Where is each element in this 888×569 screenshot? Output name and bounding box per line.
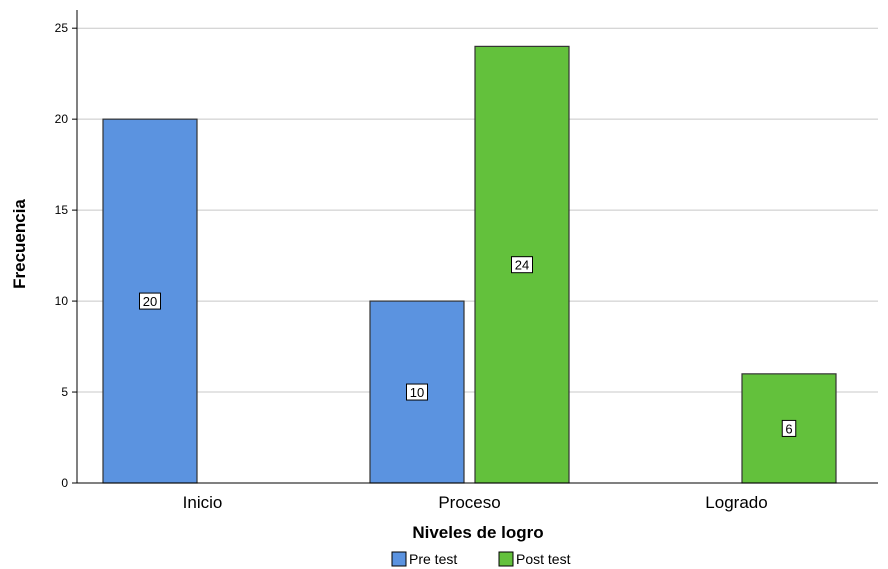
bars bbox=[102, 45, 837, 484]
y-tick-label: 20 bbox=[55, 112, 69, 126]
data-label-box bbox=[511, 256, 533, 274]
y-tick-label: 5 bbox=[61, 385, 68, 399]
axes: 0 5 10 15 20 25 Inicio Proceso Logrado bbox=[55, 10, 878, 512]
legend-swatch-post-test bbox=[498, 551, 514, 567]
data-label: 20 bbox=[143, 294, 157, 309]
data-label-box bbox=[406, 383, 428, 401]
legend: Pre test Post test bbox=[391, 551, 571, 567]
y-tick-label: 15 bbox=[55, 203, 69, 217]
y-tick-label: 25 bbox=[55, 21, 69, 35]
data-label-box bbox=[781, 419, 797, 437]
data-label: 10 bbox=[410, 385, 424, 400]
y-axis-title: Frecuencia bbox=[10, 199, 29, 289]
data-label: 6 bbox=[785, 421, 792, 436]
data-label: 24 bbox=[515, 258, 529, 273]
x-tick-label: Logrado bbox=[705, 493, 767, 512]
data-label-box bbox=[139, 292, 161, 310]
legend-label-post-test: Post test bbox=[516, 551, 571, 567]
x-axis-title: Niveles de logro bbox=[412, 523, 543, 542]
data-labels: 20 10 24 6 bbox=[139, 256, 797, 437]
y-tick-label: 0 bbox=[61, 476, 68, 490]
x-tick-label: Inicio bbox=[183, 493, 223, 512]
legend-swatch-pre-test bbox=[391, 551, 407, 567]
legend-label-pre-test: Pre test bbox=[409, 551, 457, 567]
y-tick-label: 10 bbox=[55, 294, 69, 308]
x-tick-label: Proceso bbox=[438, 493, 500, 512]
